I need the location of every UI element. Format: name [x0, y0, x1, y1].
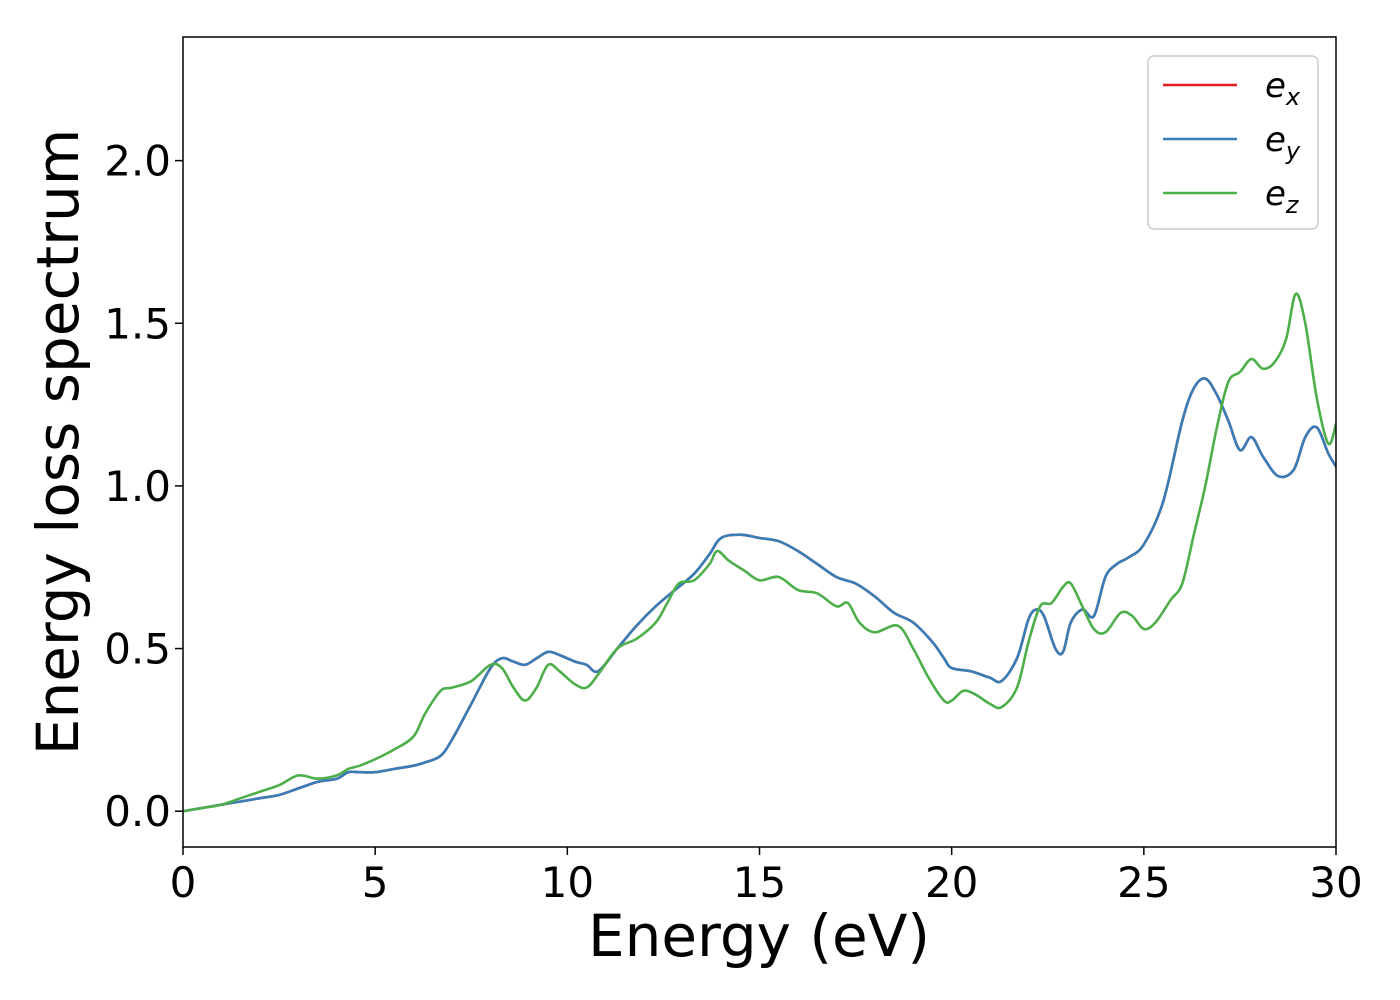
- x-tick-label: 25: [1117, 858, 1170, 907]
- x-tick-label: 30: [1309, 858, 1362, 907]
- legend-label-ex: ex: [1265, 66, 1301, 111]
- x-axis-label: Energy (eV): [588, 902, 930, 970]
- y-axis: 0.0 0.5 1.0 1.5 2.0: [104, 137, 183, 836]
- x-tick-label: 0: [170, 858, 197, 907]
- x-tick-label: 5: [362, 858, 389, 907]
- y-tick-label: 2.0: [104, 137, 171, 186]
- x-tick-label: 20: [925, 858, 978, 907]
- x-tick-label: 15: [733, 858, 786, 907]
- legend-frame: [1147, 55, 1319, 230]
- y-tick-label: 1.5: [104, 299, 171, 348]
- x-tick-label: 10: [541, 858, 594, 907]
- series-line-ey: [183, 377, 1336, 813]
- series-line-ez: [183, 292, 1336, 813]
- y-axis-label: Energy loss spectrum: [24, 129, 92, 755]
- x-axis: 0 5 10 15 20 25 30: [170, 847, 1363, 907]
- y-tick-label: 0.0: [104, 787, 171, 836]
- y-tick-label: 1.0: [104, 462, 171, 511]
- legend-label-ey: ey: [1265, 120, 1301, 165]
- series-layer: [183, 292, 1336, 813]
- y-tick-label: 0.5: [104, 625, 171, 674]
